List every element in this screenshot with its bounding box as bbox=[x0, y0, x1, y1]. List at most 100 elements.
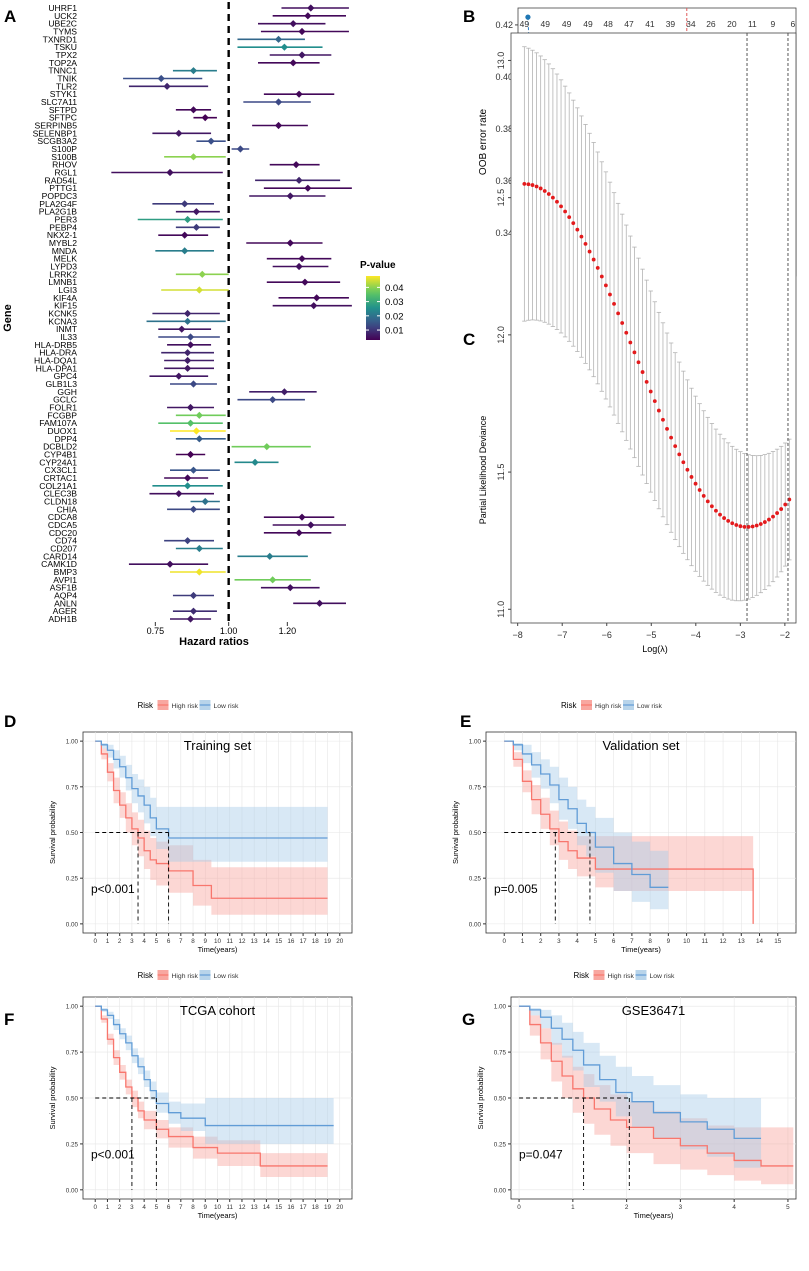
x-tick-label: 2 bbox=[625, 1204, 629, 1211]
gene-label: BMP3 bbox=[54, 567, 78, 577]
deviance-point bbox=[567, 215, 572, 220]
km-curve-low bbox=[95, 740, 328, 839]
plot-title: GSE36471 bbox=[622, 1003, 686, 1018]
plot-title: Training set bbox=[184, 738, 252, 753]
km-curve-high bbox=[95, 1005, 328, 1167]
gene-label: UCK2 bbox=[54, 11, 77, 21]
x-tick-label: −8 bbox=[513, 630, 523, 640]
gene-label: POPDC3 bbox=[42, 191, 78, 201]
x-tick-label: 16 bbox=[287, 938, 295, 945]
gene-label: CDC20 bbox=[49, 528, 77, 538]
gene-hr-marker bbox=[189, 106, 198, 114]
x-tick-label: 14 bbox=[263, 938, 271, 945]
y-tick-label: 0.00 bbox=[469, 921, 482, 928]
gene-hr-marker bbox=[313, 294, 321, 302]
deviance-point bbox=[693, 481, 698, 486]
y-tick-label: 0.25 bbox=[66, 876, 79, 883]
deviance-point bbox=[652, 399, 657, 404]
gene-label: HLA-DRA bbox=[39, 348, 77, 358]
x-tick-label: 15 bbox=[275, 938, 283, 945]
gene-hr-marker bbox=[192, 427, 200, 435]
x-axis-title: Hazard ratios bbox=[179, 636, 249, 648]
legend-colorbar bbox=[366, 276, 380, 340]
x-tick-label: 0 bbox=[502, 938, 506, 945]
gene-hr-marker bbox=[269, 576, 277, 584]
x-tick-label: 8 bbox=[191, 938, 195, 945]
gene-hr-marker bbox=[184, 482, 192, 490]
x-tick-label: 3 bbox=[557, 938, 561, 945]
x-tick-label: 16 bbox=[287, 1204, 295, 1211]
legend-label-high: High risk bbox=[595, 703, 622, 710]
gene-label: SFTPC bbox=[49, 113, 77, 123]
gene-label: DUOX1 bbox=[47, 426, 77, 436]
ci-band-low bbox=[519, 1006, 762, 1168]
deviance-point bbox=[632, 350, 637, 355]
deviance-point bbox=[775, 511, 779, 515]
gene-hr-marker bbox=[186, 333, 195, 341]
x-tick-label: 12 bbox=[720, 938, 728, 945]
nonzero-count-label: 41 bbox=[645, 19, 655, 29]
gene-hr-marker bbox=[295, 529, 303, 537]
x-tick-label: 19 bbox=[324, 938, 332, 945]
gene-hr-marker bbox=[195, 435, 203, 443]
panel-a-forest-plot: A UHRF1UCK2UBE2CTYMSTXNRD1TSKUTPX2TOP2ATN… bbox=[2, 2, 404, 648]
deviance-point bbox=[677, 452, 682, 457]
gene-hr-marker bbox=[298, 513, 306, 521]
x-tick-label: 0.75 bbox=[147, 626, 165, 636]
gene-label: RGL1 bbox=[55, 168, 78, 178]
gene-label: LGI3 bbox=[58, 285, 77, 295]
gene-label: CD74 bbox=[55, 536, 77, 546]
gene-label: FAM107A bbox=[39, 418, 77, 428]
gene-label: HLA-DRB5 bbox=[34, 340, 77, 350]
x-tick-label: 18 bbox=[312, 1204, 320, 1211]
x-tick-label: 5 bbox=[786, 1204, 790, 1211]
gene-label: PLA2G1B bbox=[39, 207, 77, 217]
gene-label: CAMK1D bbox=[41, 559, 77, 569]
deviance-point bbox=[616, 311, 621, 316]
y-axis-title: OOB error rate bbox=[478, 109, 489, 176]
gene-hr-marker bbox=[184, 317, 192, 325]
legend-label: 0.02 bbox=[385, 311, 404, 322]
y-tick-label: 11.5 bbox=[496, 464, 506, 481]
nonzero-count-label: 47 bbox=[624, 19, 634, 29]
x-tick-label: 19 bbox=[324, 1204, 332, 1211]
deviance-point bbox=[640, 370, 645, 374]
gene-label: TPX2 bbox=[56, 50, 78, 60]
gene-hr-marker bbox=[181, 200, 189, 208]
oob-point bbox=[525, 14, 531, 20]
x-tick-label: 20 bbox=[336, 938, 344, 945]
gene-hr-marker bbox=[280, 388, 288, 396]
p-value: p<0.001 bbox=[91, 1148, 135, 1162]
x-axis-title: Time(years) bbox=[621, 945, 661, 954]
gene-hr-marker bbox=[184, 474, 192, 482]
gene-label: S100B bbox=[51, 152, 77, 162]
y-tick-label: 0.75 bbox=[66, 1050, 79, 1057]
deviance-point bbox=[750, 524, 755, 529]
y-tick-label: 0.75 bbox=[469, 784, 482, 791]
x-tick-label: 0 bbox=[93, 938, 97, 945]
gene-label: STYK1 bbox=[50, 89, 77, 99]
x-tick-label: 7 bbox=[179, 1204, 183, 1211]
deviance-point bbox=[579, 234, 584, 239]
gene-hr-marker bbox=[186, 403, 195, 412]
x-tick-label: −5 bbox=[646, 630, 656, 640]
legend-label-high: High risk bbox=[172, 973, 199, 980]
x-tick-label: 8 bbox=[648, 938, 652, 945]
y-tick-label: 1.00 bbox=[66, 1004, 79, 1011]
gene-label: IL33 bbox=[60, 332, 77, 342]
y-tick-label: 0.25 bbox=[66, 1141, 79, 1148]
gene-hr-marker bbox=[189, 607, 198, 615]
legend-label-high: High risk bbox=[608, 973, 635, 980]
deviance-point bbox=[550, 195, 555, 200]
y-tick-label: 0.25 bbox=[469, 876, 482, 883]
legend-title: Risk bbox=[561, 701, 578, 710]
x-tick-label: 0 bbox=[93, 1204, 97, 1211]
gene-hr-marker bbox=[298, 27, 306, 36]
x-tick-label: 4 bbox=[575, 938, 579, 945]
gene-label: UHRF1 bbox=[48, 3, 77, 13]
gene-hr-marker bbox=[175, 129, 183, 137]
plot-title: TCGA cohort bbox=[180, 1003, 256, 1018]
gene-hr-marker bbox=[286, 239, 294, 247]
ci-band-high bbox=[519, 1006, 794, 1185]
